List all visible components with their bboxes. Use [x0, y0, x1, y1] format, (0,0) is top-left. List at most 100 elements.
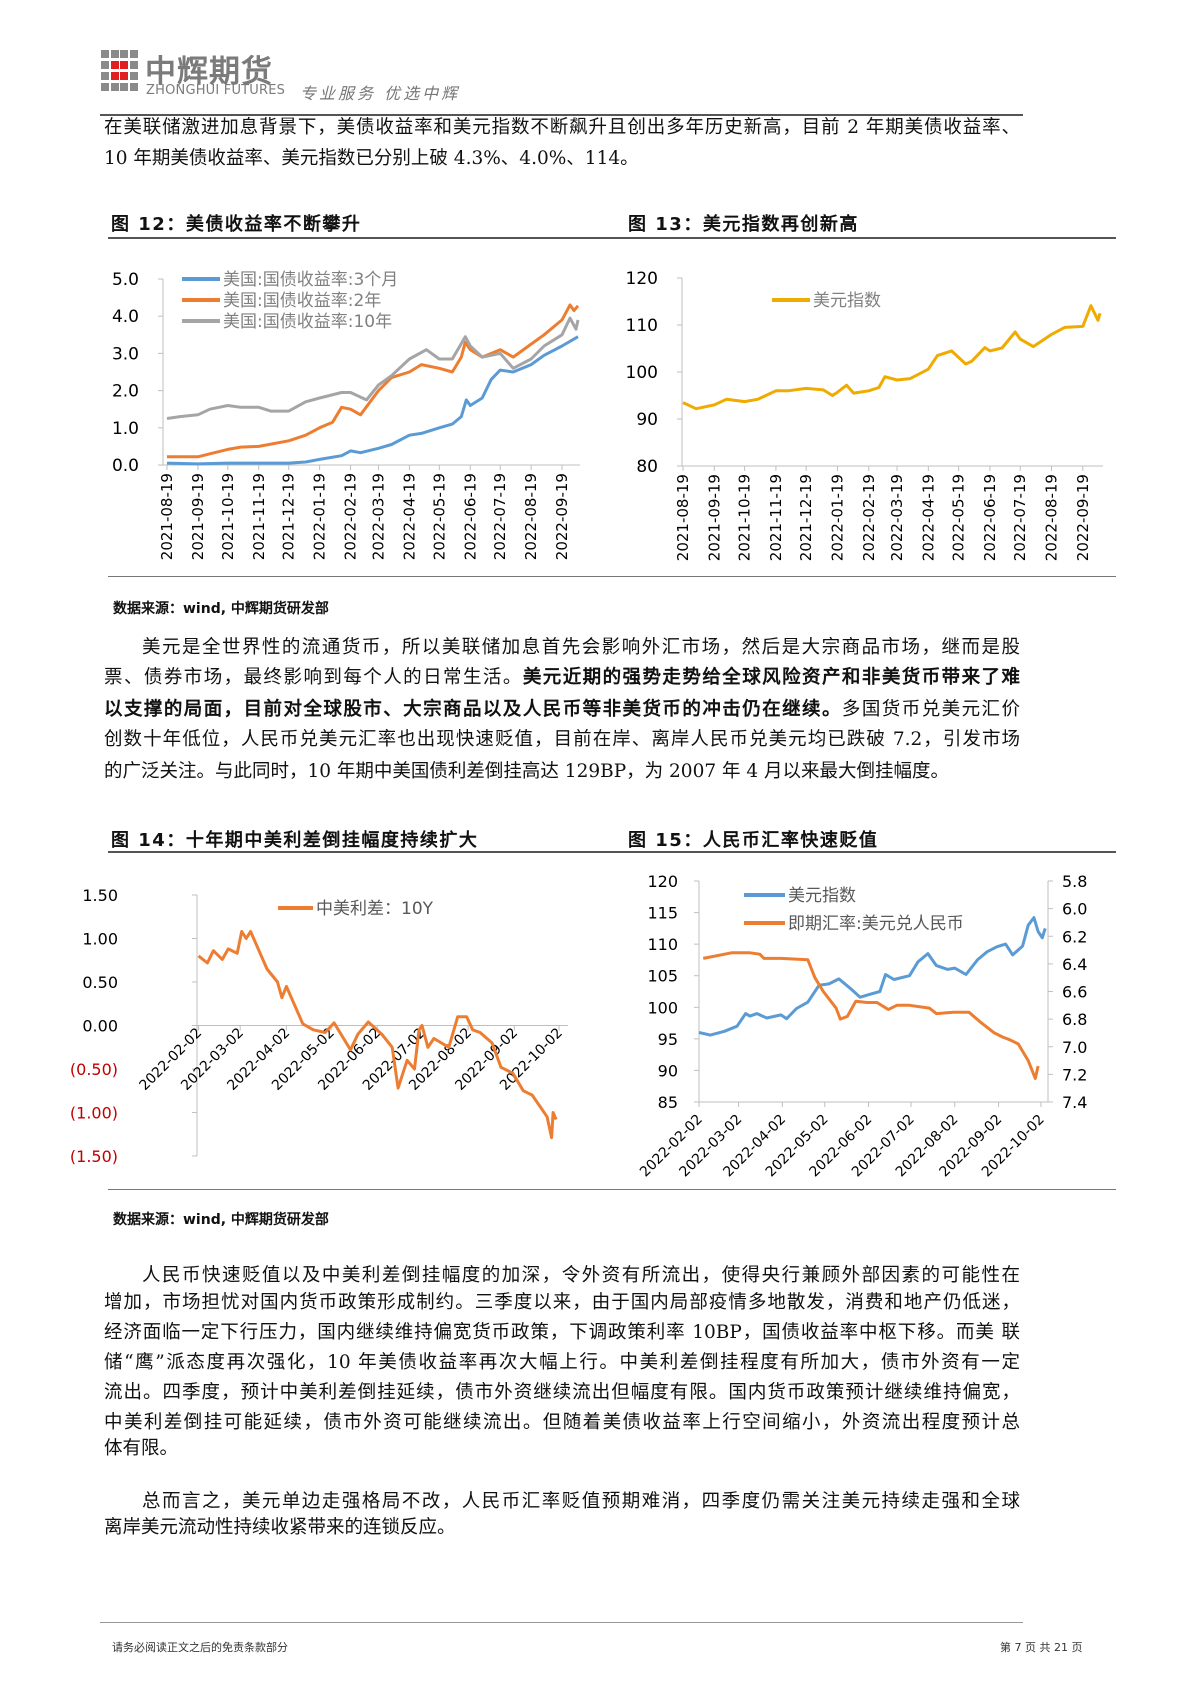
y-tick-label: 115 [647, 904, 678, 923]
paragraph-2-line: 美元是全世界性的流通货币，所以美联储加息首先会影响外汇市场，然后是大宗商品市场，… [142, 636, 1020, 660]
y-tick-label: 120 [626, 269, 658, 289]
paragraph-3-line: 中美利差倒挂可能延续，债市外资可能继续流出。但随着美债收益率上行空间缩小，外资流… [104, 1411, 1020, 1435]
figure-15-title: 图 15：人民币汇率快速贬值 [628, 830, 879, 851]
logo-english-name: ZHONGHUI FUTURES [146, 83, 286, 98]
figure-14-title: 图 14：十年期中美利差倒挂幅度持续扩大 [111, 830, 479, 851]
series-line-2 [167, 303, 580, 459]
y-tick-label: 4.0 [112, 307, 139, 327]
paragraph-3-line: 人民币快速贬值以及中美利差倒挂幅度的加深，令外资有所流出，使得央行兼顾外部因素的… [142, 1264, 1020, 1288]
text-segment: 人民币快速贬值以及中美利差倒挂幅度的加深，令外资有所流出，使得央行兼顾外部因素的… [142, 1265, 1020, 1286]
logo-square [101, 61, 109, 69]
figure-row-1-bottom-rule [108, 576, 1116, 577]
y-tick-label: 5.0 [112, 270, 139, 290]
logo-square [110, 72, 119, 80]
text-segment: 多国货币兑美元汇价 [841, 699, 1020, 720]
y-tick-label: 105 [647, 967, 678, 986]
legend-label: 美国:国债收益率:2年 [223, 291, 381, 311]
legend-label: 中美利差：10Y [316, 899, 434, 919]
series-line-1 [197, 930, 558, 1140]
header-divider [100, 114, 1023, 116]
logo-square [101, 83, 109, 91]
legend-label: 美元指数 [813, 291, 881, 311]
x-tick-label: 2022-05-19 [950, 474, 968, 561]
x-tick-label: 2021-09-19 [189, 473, 207, 560]
x-tick-label: 2022-03-19 [888, 474, 906, 561]
paragraph-3-line: 经济面临一定下行压力，国内继续维持偏宽货币政策，下调政策利率 10BP，国债收益… [104, 1321, 1020, 1345]
x-tick-label: 2022-04-19 [400, 473, 418, 560]
figure-row-2-top-rule [108, 851, 1116, 853]
y2-tick-label: 7.4 [1062, 1093, 1087, 1112]
text-segment: 美元是全世界性的流通货币，所以美联储加息首先会影响外汇市场，然后是大宗商品市场，… [142, 637, 1020, 658]
x-tick-label: 2021-08-19 [158, 473, 176, 560]
text-segment: 的广泛关注。与此同时，10 年期中美国债利差倒挂高达 129BP，为 2007 … [104, 761, 950, 782]
logo-square [120, 72, 128, 80]
figure-13-title: 图 13：美元指数再创新高 [628, 214, 859, 235]
x-tick-label: 2022-05-19 [430, 473, 448, 560]
text-segment: 创数十年低位，人民币兑美元汇率也出现快速贬值，目前在岸、离岸人民币兑美元均已跌破… [104, 729, 1020, 750]
chart-fig12: 0.0 1.0 2.0 3.0 4.0 5.0 2021-08-19 2021-09-19 20… [112, 270, 580, 560]
x-tick-label: 2022-08-19 [1043, 474, 1061, 561]
y-tick-label: 100 [647, 998, 678, 1017]
x-tick-label: 2022-07-19 [1011, 474, 1029, 561]
chart-fig15: 85 90 95 100 105 110 115 120 5.8 6.0 6.2 6.4 6.6 6.8 7… [637, 872, 1087, 1180]
legend-label: 美元指数 [788, 886, 856, 906]
y-tick-label: 110 [647, 935, 678, 954]
logo-square [120, 83, 128, 91]
logo-square [101, 72, 109, 80]
series-line-3 [166, 316, 580, 420]
y-tick-label: (1.50) [70, 1147, 118, 1166]
logo-square [129, 50, 138, 58]
paragraph-1-line: 10 年期美债收益率、美元指数已分别上破 4.3%、4.0%、114。 [104, 147, 1020, 171]
series-line-1 [166, 335, 579, 466]
logo-square [120, 61, 128, 69]
footer-disclaimer: 请务必阅读正文之后的免责条款部分 [112, 1641, 288, 1654]
y-tick-label: 95 [658, 1030, 678, 1049]
paragraph-3-line: 流出。四季度，预计中美利差倒挂延续，债市外资继续流出但幅度有限。国内货币政策预计… [104, 1381, 1020, 1405]
paragraph-4-line: 总而言之，美元单边走强格局不改，人民币汇率贬值预期难消，四季度仍需关注美元持续走… [142, 1490, 1020, 1514]
emphasis-text: 以支撑的局面，目前对全球股市、大宗商品以及人民币等非美货币的冲击仍在继续。 [104, 699, 842, 720]
logo-mark-icon [101, 50, 138, 92]
logo-square [129, 72, 138, 80]
y2-tick-label: 6.0 [1062, 900, 1087, 919]
text-segment: 总而言之，美元单边走强格局不改，人民币汇率贬值预期难消，四季度仍需关注美元持续走… [142, 1491, 1020, 1512]
y-tick-label: 1.00 [82, 930, 118, 949]
logo-square [129, 61, 138, 69]
text-segment: 10 年期美债收益率、美元指数已分别上破 4.3%、4.0%、114。 [104, 148, 639, 169]
x-tick-label: 2022-02-19 [342, 473, 360, 560]
y2-tick-label: 7.2 [1062, 1065, 1087, 1084]
y2-tick-label: 6.2 [1062, 927, 1087, 946]
text-segment: 流出。四季度，预计中美利差倒挂延续，债市外资继续流出但幅度有限。国内货币政策预计… [104, 1382, 1020, 1403]
x-tick-label: 2022-08-19 [522, 473, 540, 560]
text-segment: 体有限。 [104, 1438, 179, 1459]
series-line-1 [698, 916, 1047, 1037]
y2-tick-label: 6.4 [1062, 955, 1087, 974]
paragraph-3-line: 储“鹰”派态度再次强化，10 年美债收益率再次大幅上行。中美利差倒挂程度有所加大… [104, 1351, 1020, 1375]
logo-square [120, 50, 128, 58]
emphasis-text: 美元近期的强势走势给全球风险资产和非美货币带来了难 [522, 667, 1020, 688]
logo-square [110, 50, 119, 58]
data-source-1: 数据来源：wind, 中辉期货研发部 [113, 601, 329, 617]
logo-square [129, 83, 138, 91]
x-tick-label: 2021-12-19 [280, 473, 298, 560]
chart-fig14: (1.50)(1.00)(0.50)0.000.501.001.502022-0… [70, 886, 568, 1166]
y-tick-label: 2.0 [112, 382, 139, 402]
x-tick-label: 2022-01-19 [828, 474, 846, 561]
text-segment: 经济面临一定下行压力，国内继续维持偏宽货币政策，下调政策利率 10BP，国债收益… [104, 1322, 1020, 1343]
logo-square [110, 61, 119, 69]
y-tick-label: 3.0 [112, 344, 139, 364]
figure-12-title: 图 12：美债收益率不断攀升 [111, 214, 362, 235]
y-tick-label: 110 [626, 316, 658, 336]
x-tick-label: 2021-10-19 [219, 473, 237, 560]
footer-divider [100, 1622, 1023, 1623]
logo-square [110, 83, 119, 91]
y-tick-label: 0.50 [82, 973, 118, 992]
x-tick-label: 2022-06-19 [461, 473, 479, 560]
figure-row-2-bottom-rule [108, 1189, 1116, 1190]
paragraph-4-line: 离岸美元流动性持续收紧带来的连锁反应。 [104, 1516, 1020, 1540]
x-tick-label: 2022-09-19 [553, 473, 571, 560]
x-tick-label: 2022-02-19 [860, 474, 878, 561]
y2-tick-label: 7.0 [1062, 1038, 1087, 1057]
y-tick-label: (0.50) [70, 1060, 118, 1079]
chart-fig13: 80 90 100 110 120 2021-08-19 2021-09-19 2021-10… [626, 269, 1103, 561]
